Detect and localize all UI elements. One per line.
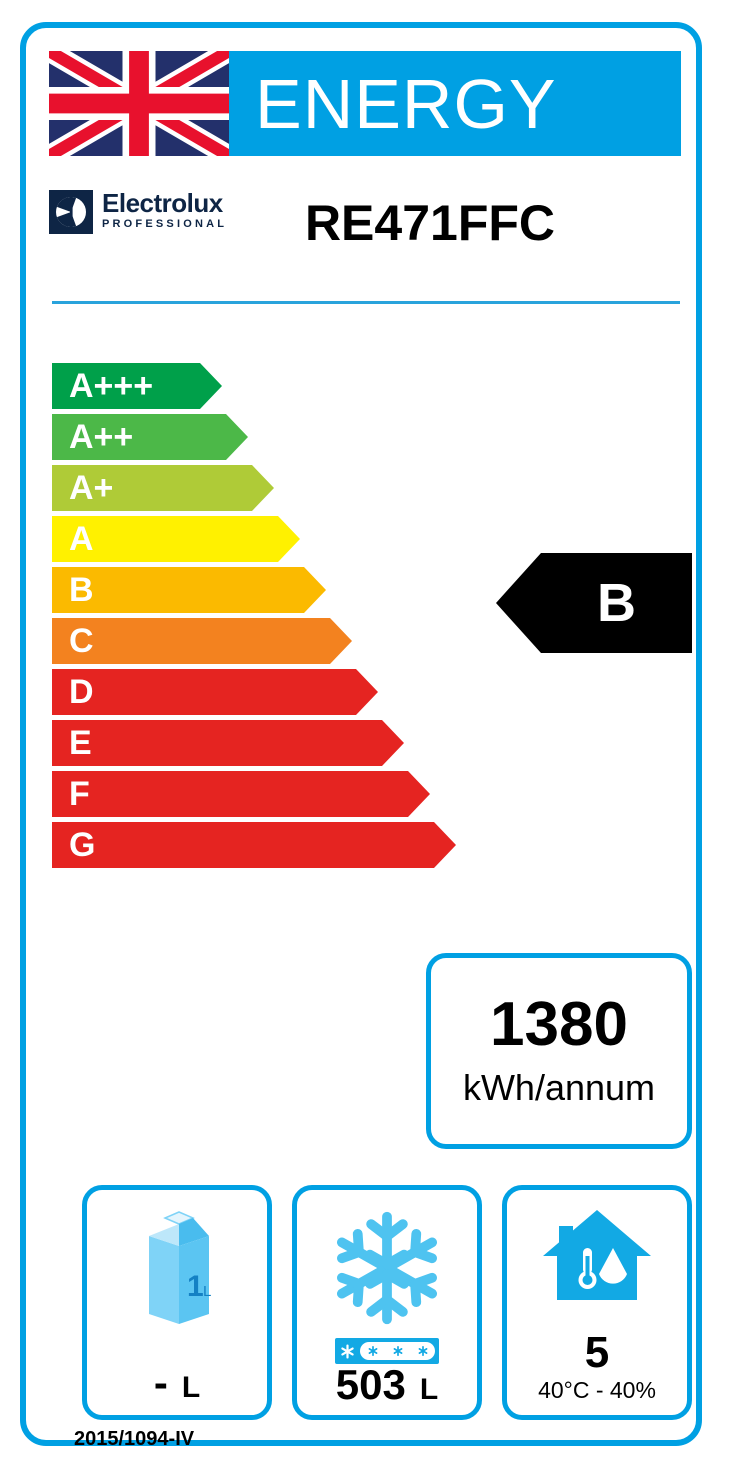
band-shape [52, 414, 248, 460]
consumption-value: 1380 [490, 990, 628, 1059]
band-shape [52, 465, 274, 511]
electrolux-logo: Electrolux PROFESSIONAL [49, 190, 227, 234]
band-shape [52, 669, 378, 715]
model-name: RE471FFC [304, 195, 556, 251]
fridge-volume-box: 1 L - L [82, 1185, 272, 1420]
band-shape [52, 822, 456, 868]
band-shape [52, 771, 430, 817]
efficiency-band-aplusplusplus: A+++ [52, 363, 472, 409]
svg-text:1: 1 [187, 1270, 204, 1303]
efficiency-scale: A+++ A++ A+ A B C D E F G [52, 363, 472, 873]
efficiency-band-e: E [52, 720, 472, 766]
regulation-reference: 2015/1094-IV [74, 1428, 195, 1450]
efficiency-band-c: C [52, 618, 472, 664]
freezer-volume-box: 503 L [292, 1185, 482, 1420]
band-letter: A [69, 520, 94, 558]
label-header: ENERGY [49, 51, 681, 156]
freezer-volume-value: 503 [335, 1361, 406, 1408]
efficiency-band-b: B [52, 567, 472, 613]
efficiency-band-g: G [52, 822, 472, 868]
brand-model-row: RE471FFC Electrolux PROFESSIONAL [49, 168, 681, 278]
freezer-star-rating-badge [335, 1338, 439, 1364]
fridge-volume-value: - [153, 1359, 168, 1406]
snowflake-icon [297, 1198, 477, 1338]
annual-consumption-box: 1380 kWh/annum [426, 953, 692, 1149]
fridge-volume-unit: L [181, 1371, 201, 1404]
star-icon [341, 1343, 354, 1359]
svg-text:L: L [203, 1283, 211, 1300]
star-icon [393, 1345, 402, 1357]
electrolux-mark-icon [49, 190, 93, 234]
efficiency-band-aplusplus: A++ [52, 414, 472, 460]
energy-title: ENERGY [255, 64, 557, 143]
band-letter: A++ [69, 418, 134, 456]
electrolux-wordmark: Electrolux PROFESSIONAL [102, 190, 227, 231]
rating-arrow-shape [496, 553, 692, 653]
band-shape [52, 618, 352, 664]
band-shape [52, 567, 326, 613]
band-letter: F [69, 775, 90, 813]
uk-flag-icon [49, 51, 229, 156]
band-letter: E [69, 724, 92, 762]
info-boxes: 1 L - L [82, 1185, 692, 1420]
band-shape [52, 363, 222, 409]
consumption-unit: kWh/annum [462, 1067, 656, 1108]
efficiency-band-d: D [52, 669, 472, 715]
three-star-pill [360, 1342, 435, 1360]
rating-arrow: B [496, 553, 692, 653]
band-letter: D [69, 673, 94, 711]
star-icon [368, 1345, 377, 1357]
efficiency-band-aplus: A+ [52, 465, 472, 511]
band-letter: A+ [69, 469, 114, 507]
header-divider [52, 301, 680, 304]
fridge-volume-footer: - L [87, 1361, 267, 1405]
band-shape [52, 516, 300, 562]
freezer-volume-footer: 503 L [297, 1363, 477, 1407]
energy-word-band: ENERGY [229, 51, 681, 156]
house-thermometer-droplet-icon [507, 1196, 687, 1316]
band-letter: C [69, 622, 94, 660]
star-icon [418, 1345, 427, 1357]
efficiency-band-a: A [52, 516, 472, 562]
band-letter: G [69, 826, 96, 864]
climate-class-value: 5 [584, 1328, 610, 1377]
energy-label-frame: ENERGY RE471FFC Electrolux PROFESSIONAL … [20, 22, 702, 1450]
brand-name: Electrolux [102, 188, 223, 218]
milk-carton-icon: 1 L [87, 1198, 267, 1338]
band-shape [52, 720, 404, 766]
efficiency-band-f: F [52, 771, 472, 817]
band-letter: A+++ [69, 367, 154, 405]
band-letter: B [69, 571, 94, 609]
freezer-volume-unit: L [419, 1373, 439, 1406]
climate-conditions: 40°C - 40% [538, 1377, 656, 1403]
brand-sub: PROFESSIONAL [102, 218, 228, 230]
climate-class-box: 5 40°C - 40% [502, 1185, 692, 1420]
rating-class-letter: B [597, 573, 636, 633]
